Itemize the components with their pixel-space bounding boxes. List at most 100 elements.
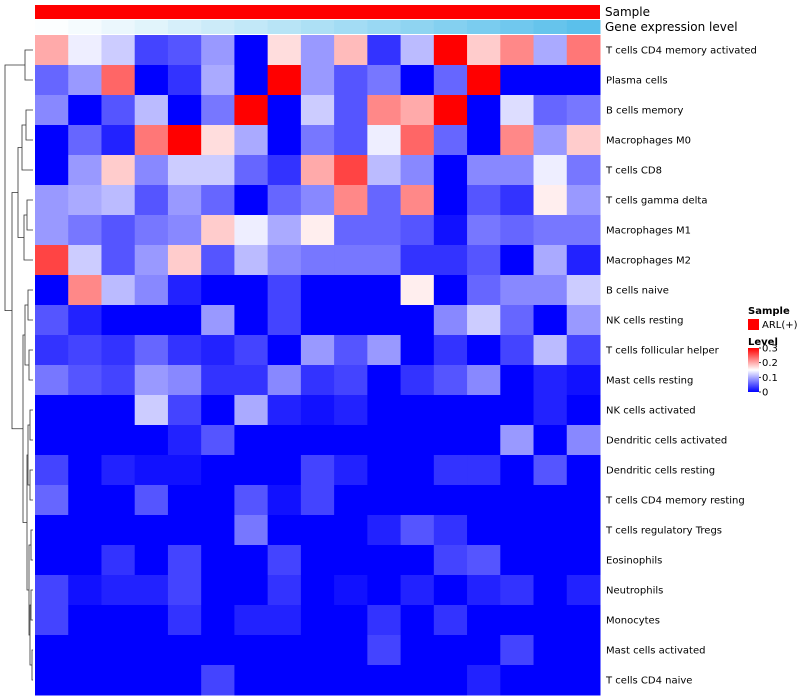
expression-annotation-cell xyxy=(201,20,235,34)
heatmap-cell xyxy=(101,485,136,516)
heatmap-cell xyxy=(533,365,568,396)
heatmap-cell xyxy=(400,125,435,156)
row-label: B cells naive xyxy=(606,286,669,297)
heatmap-cell xyxy=(167,485,202,516)
heatmap-cell xyxy=(167,665,202,696)
heatmap-cell xyxy=(367,245,402,276)
heatmap-cell xyxy=(533,575,568,606)
heatmap-cell xyxy=(400,545,435,576)
heatmap-cell xyxy=(35,425,69,456)
heatmap-cell xyxy=(433,455,468,486)
heatmap-cell xyxy=(35,95,69,126)
row-label: Monocytes xyxy=(606,616,660,627)
expression-annotation-cell xyxy=(367,20,402,34)
dendrogram-branch xyxy=(23,214,33,261)
heatmap-cell xyxy=(134,515,169,546)
heatmap-cell xyxy=(467,305,501,336)
heatmap-cell xyxy=(134,485,169,516)
dendrogram-branch xyxy=(30,589,33,621)
row-label: T cells CD4 naive xyxy=(605,676,692,687)
heatmap-cell xyxy=(101,215,136,246)
heatmap-cell xyxy=(134,215,169,246)
heatmap-cell xyxy=(201,155,235,186)
heatmap-cell xyxy=(167,515,202,546)
heatmap-cell xyxy=(433,425,468,456)
heatmap-cell xyxy=(433,575,468,606)
heatmap-cell xyxy=(68,365,102,396)
legend-tick-label: 0.2 xyxy=(762,358,778,369)
heatmap-cell xyxy=(300,365,335,396)
heatmap-cell xyxy=(500,185,535,216)
heatmap-cell xyxy=(533,485,568,516)
heatmap-cell xyxy=(267,455,302,486)
heatmap-cell xyxy=(566,635,601,666)
heatmap-cell xyxy=(500,455,535,486)
heatmap-cell xyxy=(433,545,468,576)
heatmap-cell xyxy=(566,275,601,306)
dendrogram-branch xyxy=(30,529,33,561)
heatmap-cell xyxy=(68,305,102,336)
legend-sample-entry: ARL(+) xyxy=(762,320,798,331)
legend-sample-swatch xyxy=(748,319,759,330)
heatmap-cell xyxy=(134,395,169,426)
expression-annotation-cell xyxy=(267,20,302,34)
heatmap-cell xyxy=(300,185,335,216)
heatmap-cell xyxy=(201,185,235,216)
heatmap-cell xyxy=(68,275,102,306)
heatmap-cell xyxy=(300,485,335,516)
heatmap-cell xyxy=(234,155,269,186)
heatmap-cell xyxy=(533,35,568,66)
heatmap-cell xyxy=(367,395,402,426)
heatmap-cell xyxy=(267,215,302,246)
heatmap-cell xyxy=(134,455,169,486)
heatmap-cell xyxy=(433,95,468,126)
heatmap-cell xyxy=(500,485,535,516)
heatmap-cell xyxy=(400,95,435,126)
heatmap-cell xyxy=(68,185,102,216)
heatmap-cell xyxy=(367,125,402,156)
heatmap-cell xyxy=(367,155,402,186)
heatmap-cell xyxy=(201,515,235,546)
dendrogram-branch xyxy=(4,64,25,312)
heatmap-cell xyxy=(101,365,136,396)
heatmap-cell xyxy=(101,335,136,366)
heatmap-cell xyxy=(500,305,535,336)
heatmap-cell xyxy=(267,65,302,96)
heatmap-cell xyxy=(400,365,435,396)
heatmap-cell xyxy=(68,125,102,156)
heatmap-cell xyxy=(433,215,468,246)
heatmap-cell xyxy=(167,455,202,486)
heatmap-cell xyxy=(234,365,269,396)
heatmap-cell xyxy=(500,335,535,366)
heatmap-cell xyxy=(134,605,169,636)
heatmap-cell xyxy=(533,95,568,126)
heatmap-cell xyxy=(267,335,302,366)
row-label: Neutrophils xyxy=(606,586,663,597)
heatmap-cell xyxy=(35,245,69,276)
heatmap-cell xyxy=(533,455,568,486)
heatmap-cell xyxy=(201,575,235,606)
heatmap-cell xyxy=(300,515,335,546)
heatmap-cell xyxy=(467,425,501,456)
heatmap-cell xyxy=(167,35,202,66)
heatmap-cell xyxy=(234,305,269,336)
row-label: NK cells resting xyxy=(606,316,683,327)
heatmap-cell xyxy=(300,665,335,696)
heatmap-cell xyxy=(267,155,302,186)
row-label: Macrophages M2 xyxy=(606,256,691,267)
expression-annotation-cell xyxy=(234,20,269,34)
heatmap-cell xyxy=(167,125,202,156)
heatmap-cell xyxy=(167,155,202,186)
heatmap-cell xyxy=(467,65,501,96)
heatmap-cell xyxy=(35,65,69,96)
heatmap-cell xyxy=(234,215,269,246)
heatmap-cell xyxy=(201,365,235,396)
heatmap-cell xyxy=(267,185,302,216)
heatmap-cell xyxy=(467,365,501,396)
row-label: T cells CD4 memory activated xyxy=(605,46,757,57)
heatmap-cell xyxy=(533,425,568,456)
row-label: T cells follicular helper xyxy=(605,346,720,357)
heatmap-cell xyxy=(334,545,368,576)
heatmap-cell xyxy=(201,605,235,636)
heatmap-cell xyxy=(35,125,69,156)
